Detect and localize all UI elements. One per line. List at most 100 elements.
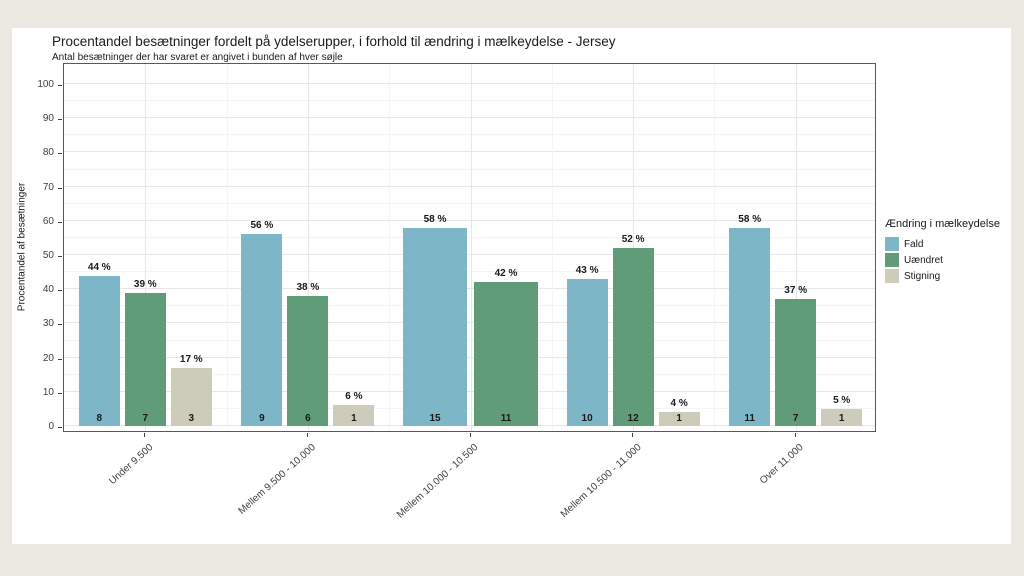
bar-value-label: 39 %: [133, 278, 157, 290]
legend-item-uændret: Uændret: [885, 252, 1000, 268]
bar-value-label: 4 %: [670, 398, 688, 410]
bar-value-label: 17 %: [179, 353, 203, 365]
bar-uændret: [287, 296, 329, 426]
chart-title: Procentandel besætninger fordelt på ydel…: [52, 34, 616, 49]
legend-label: Fald: [904, 238, 924, 250]
gridline-horizontal: [64, 134, 875, 136]
y-tick-mark: [58, 358, 62, 360]
y-tick-mark: [58, 324, 62, 326]
bar-count-label: 10: [581, 413, 593, 424]
legend-label: Stigning: [904, 270, 941, 282]
bar-count-label: 9: [259, 413, 265, 424]
bar-fald: [729, 227, 771, 426]
x-tick-label-text: Over 11.000: [758, 442, 807, 487]
gridline-horizontal: [64, 151, 875, 153]
gridline-vertical-major: [795, 64, 797, 431]
bar-fald: [241, 234, 283, 426]
y-tick-mark: [58, 392, 62, 394]
bar-value-label: 6 %: [345, 391, 363, 403]
gridline-vertical-major: [307, 64, 309, 431]
y-tick-label: 100: [37, 79, 54, 90]
legend-item-stigning: Stigning: [885, 268, 1000, 284]
x-tick-label-text: Mellem 10.000 - 10.500: [395, 442, 481, 521]
y-tick-mark: [58, 427, 62, 428]
bar-count-label: 6: [305, 413, 311, 424]
x-tick-mark: [794, 433, 796, 437]
gridline-horizontal: [64, 425, 875, 426]
gridline-vertical-major: [470, 64, 472, 431]
x-tick-label-text: Mellem 10.500 - 11.000: [558, 442, 644, 520]
legend-swatch: [885, 253, 899, 267]
bar-count-label: 8: [96, 413, 103, 424]
bar-value-label: 5 %: [833, 394, 851, 406]
legend-swatch: [885, 269, 899, 283]
gridline-vertical-minor: [551, 64, 553, 431]
bar-count-label: 1: [351, 413, 357, 424]
x-tick-mark: [144, 433, 146, 437]
x-tick-mark: [632, 433, 634, 437]
bar-count-label: 11: [500, 413, 512, 424]
gridline-horizontal: [64, 100, 875, 102]
gridline-horizontal: [64, 117, 875, 119]
y-tick-label: 50: [42, 250, 54, 261]
gridline-vertical-minor: [226, 64, 228, 431]
bar-count-label: 3: [188, 413, 195, 424]
bar-count-label: 1: [676, 413, 682, 424]
legend-swatch: [885, 237, 899, 251]
y-tick-mark: [58, 221, 62, 223]
y-tick-mark: [58, 153, 62, 155]
y-tick-label: 10: [42, 386, 54, 398]
bar-value-label: 37 %: [784, 285, 808, 297]
gridline-vertical-major: [633, 64, 635, 431]
plot-area: 44 % 8 39 % 7 17 % 3 56 % 9 38 % 6 6 % 1 58 % 15 42 % 1…: [63, 63, 876, 432]
gridline-horizontal: [64, 322, 875, 324]
bar-value-label: 56 %: [250, 220, 274, 232]
gridline-horizontal: [64, 185, 875, 187]
legend-title: Ændring i mælkeydelse: [885, 218, 1000, 230]
gridline-vertical-minor: [389, 64, 391, 431]
y-tick-label: 70: [42, 181, 54, 193]
gridline-horizontal: [64, 83, 875, 84]
bar-count-label: 12: [627, 413, 639, 424]
y-tick-mark: [58, 119, 62, 121]
bar-uændret: [124, 292, 166, 426]
bar-value-label: 42 %: [494, 268, 518, 280]
gridline-horizontal: [64, 168, 875, 170]
chart-subtitle: Antal besætninger der har svaret er angi…: [52, 52, 343, 63]
legend: Ændring i mælkeydelse Fald Uændret Stignin…: [885, 218, 1000, 284]
y-tick-label: 30: [42, 318, 54, 330]
gridline-horizontal: [64, 288, 875, 290]
y-tick-label: 40: [42, 284, 54, 296]
gridline-horizontal: [64, 407, 875, 409]
y-tick-mark: [58, 85, 62, 86]
bar-uændret: [474, 282, 538, 426]
bar-count-label: 15: [429, 413, 441, 424]
gridline-vertical-major: [145, 64, 147, 431]
bar-count-label: 7: [792, 413, 799, 424]
y-tick-label: 60: [42, 215, 54, 227]
gridline-horizontal: [64, 339, 875, 341]
y-tick-label: 20: [42, 352, 54, 364]
bar-uændret: [612, 248, 654, 426]
bar-value-label: 52 %: [621, 234, 645, 246]
y-tick-mark: [58, 290, 62, 292]
gridline-horizontal: [64, 356, 875, 358]
bar-count-label: 7: [142, 413, 149, 424]
x-tick-mark: [469, 433, 471, 437]
bar-fald: [566, 278, 608, 426]
y-tick-mark: [58, 187, 62, 189]
y-tick-label: 80: [42, 147, 54, 159]
bar-uændret: [775, 299, 817, 426]
bar-stigning: [170, 367, 212, 426]
bar-value-label: 38 %: [296, 282, 320, 294]
x-tick-label-text: Under 9.500: [107, 442, 156, 488]
gridline-horizontal: [64, 390, 875, 392]
gridline-horizontal: [64, 202, 875, 204]
chart-card: Procentandel besætninger fordelt på ydel…: [12, 28, 1011, 544]
gridline-horizontal: [64, 271, 875, 273]
bar-value-label: 58 %: [423, 213, 447, 225]
bar-fald: [403, 227, 467, 426]
bar-stigning: [333, 405, 375, 426]
bar-value-label: 44 %: [87, 261, 111, 273]
